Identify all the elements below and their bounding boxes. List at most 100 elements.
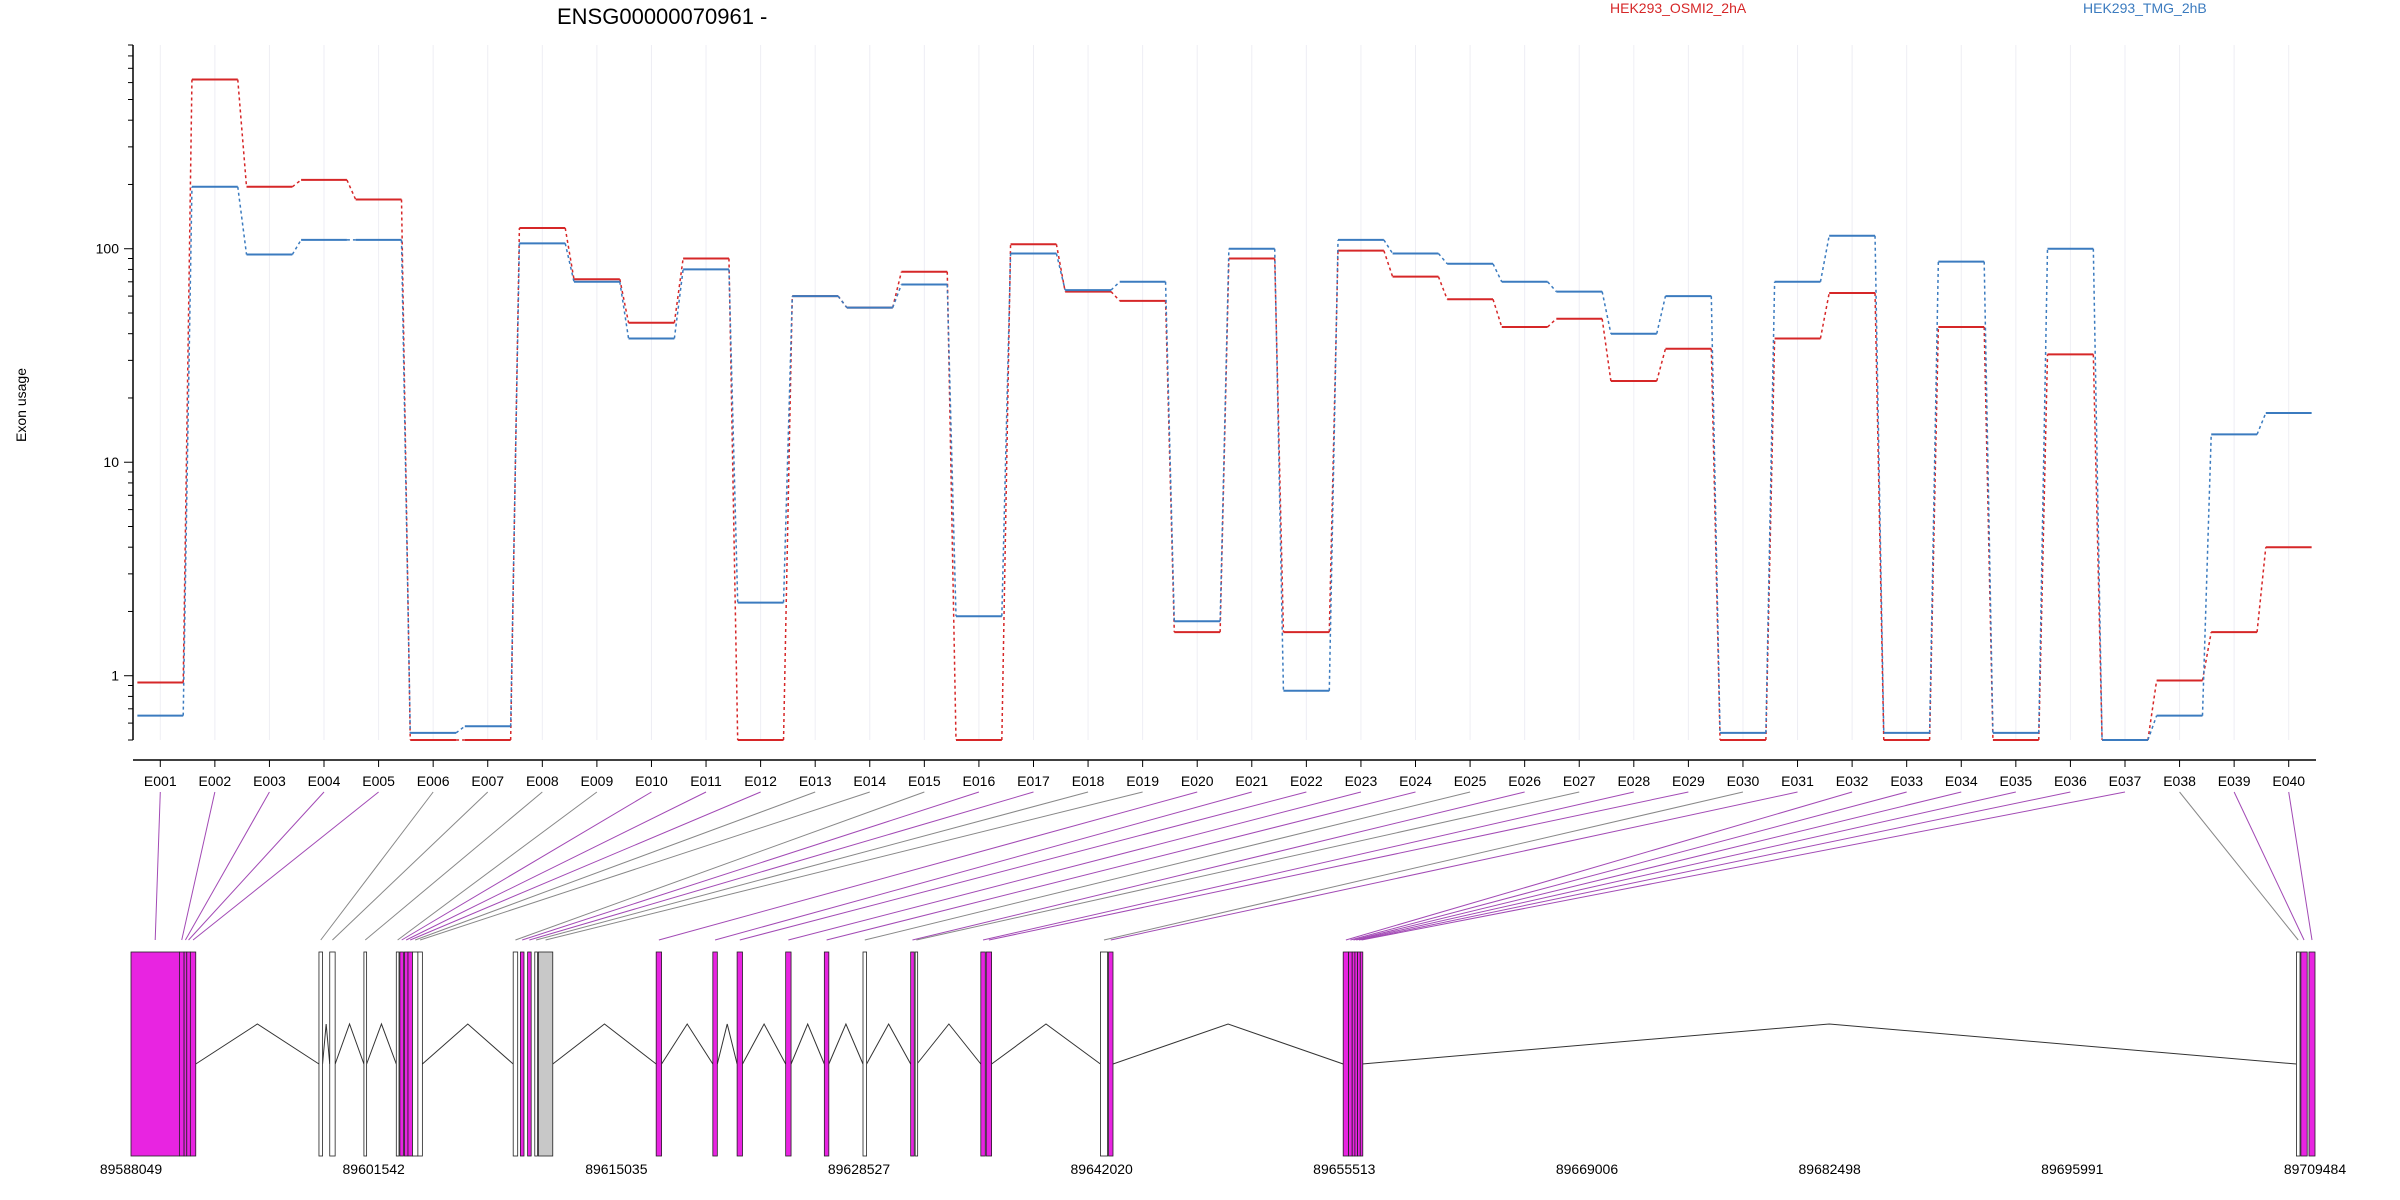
exon-transition-e018 [1110, 281, 1121, 291]
exon-transition-e033 [1928, 261, 1940, 733]
exon-block-e005 [189, 951, 197, 1157]
genome-tick-label-6: 89669006 [1556, 1161, 1619, 1177]
exon-transition-e028 [1656, 348, 1667, 382]
x-tick-label-e021: E021 [1235, 773, 1268, 789]
intron-e020 [661, 1023, 714, 1065]
x-tick-label-e009: E009 [581, 773, 614, 789]
genome-tick-label-0: 89588049 [100, 1161, 163, 1177]
x-tick-label-e007: E007 [471, 773, 504, 789]
connector-e014 [419, 791, 870, 941]
exon-transition-e024 [1437, 253, 1448, 265]
x-tick-label-e018: E018 [1072, 773, 1105, 789]
exon-transition-e009 [619, 279, 630, 323]
x-tick-label-e033: E033 [1890, 773, 1923, 789]
x-tick-label-e037: E037 [2109, 773, 2142, 789]
connector-e023 [788, 791, 1362, 941]
x-tick-label-e023: E023 [1345, 773, 1378, 789]
exon-transition-e009 [619, 281, 630, 339]
connector-e003 [184, 791, 270, 941]
exon-transition-e037 [2147, 680, 2158, 741]
connector-e006 [320, 791, 434, 941]
exon-transition-e007 [509, 228, 521, 741]
exon-transition-e027 [1601, 291, 1612, 334]
x-tick-label-e036: E036 [2054, 773, 2087, 789]
exon-block-e001 [130, 951, 180, 1157]
exon-transition-e038 [2201, 434, 2212, 716]
exon-transition-e037 [2147, 715, 2158, 741]
connector-e005 [192, 791, 379, 941]
intron-e005 [195, 1023, 320, 1065]
exon-block-e020 [655, 951, 662, 1157]
exon-transition-e016 [1001, 253, 1012, 617]
x-tick-label-e020: E020 [1181, 773, 1214, 789]
connector-e010 [401, 791, 652, 941]
exon-transition-e011 [728, 269, 739, 603]
exon-block-e027 [914, 951, 919, 1157]
exon-block-e011 [403, 951, 409, 1157]
intron-e037 [1362, 1023, 2297, 1065]
exon-transition-e002 [237, 186, 248, 255]
exon-block-e017 [527, 951, 532, 1157]
exon-transition-e019 [1164, 281, 1176, 622]
connector-e020 [658, 791, 1198, 941]
series-osmi2 [137, 78, 2312, 741]
x-tick-label-e022: E022 [1290, 773, 1323, 789]
x-tick-label-e040: E040 [2272, 773, 2305, 789]
exon-block-e004 [186, 951, 191, 1157]
genome-tick-label-5: 89655513 [1313, 1161, 1376, 1177]
connector-e012 [410, 791, 761, 941]
connector-e016 [522, 791, 980, 941]
connector-e034 [1353, 791, 1962, 941]
x-axis: E001 E002 E003 E004 E005 E006 E007 E008 E009 E010… [133, 759, 2316, 789]
exon-block-e008 [363, 951, 368, 1157]
exon-block-e039 [2300, 951, 2308, 1157]
x-tick-label-e001: E001 [144, 773, 177, 789]
exon-transition-e001 [182, 79, 193, 683]
exon-transition-e039 [2256, 547, 2267, 633]
exon-transition-e005 [400, 239, 411, 733]
exon-block-e012 [407, 951, 413, 1157]
exon-transition-e031 [1819, 235, 1830, 282]
legend-entry-osmi2: HEK293_OSMI2_2hA [1610, 0, 1747, 16]
intron-e029 [991, 1023, 1101, 1065]
exon-transition-e032 [1874, 293, 1885, 741]
connector-e032 [1345, 791, 1853, 941]
connector-e027 [916, 791, 1580, 941]
gene-model [130, 951, 2316, 1157]
connector-e001 [154, 791, 161, 941]
exon-transition-e035 [2038, 248, 2049, 733]
exon-transition-e004 [346, 179, 357, 200]
exon-transition-e027 [1601, 318, 1612, 382]
exon-block-e029 [985, 951, 992, 1157]
exon-transition-e023 [1383, 239, 1394, 254]
intron-e014 [422, 1023, 514, 1065]
genome-tick-label-7: 89682498 [1799, 1161, 1862, 1177]
exon-transition-e021 [1273, 248, 1285, 691]
x-tick-label-e012: E012 [744, 773, 777, 789]
exon-block-e040 [2308, 951, 2316, 1157]
exon-transition-e014 [891, 284, 903, 308]
genome-tick-label-4: 89642020 [1071, 1161, 1134, 1177]
legend-entry-tmg: HEK293_TMG_2hB [2083, 0, 2207, 16]
exon-transition-e039 [2256, 412, 2267, 435]
exon-transition-e021 [1273, 258, 1285, 633]
chart-title: ENSG00000070961 - [557, 4, 767, 29]
connector-e007 [332, 791, 489, 941]
x-tick-label-e029: E029 [1672, 773, 1705, 789]
exon-block-e034 [1351, 951, 1356, 1157]
exon-transition-e003 [291, 179, 302, 188]
intron-e019 [552, 1023, 657, 1065]
exon-transition-e001 [182, 186, 193, 716]
x-tick-label-e025: E025 [1454, 773, 1487, 789]
connector-e021 [714, 791, 1252, 941]
exon-connectors [154, 791, 2313, 941]
x-tick-label-e006: E006 [417, 773, 450, 789]
exon-transition-e036 [2092, 248, 2103, 741]
connector-e013 [415, 791, 816, 941]
x-tick-label-e030: E030 [1727, 773, 1760, 789]
exon-transition-e026 [1547, 281, 1557, 293]
exon-transition-e006 [455, 725, 466, 734]
exon-block-e032 [1342, 951, 1349, 1157]
connector-e008 [364, 791, 543, 941]
exon-transition-e032 [1874, 235, 1885, 733]
